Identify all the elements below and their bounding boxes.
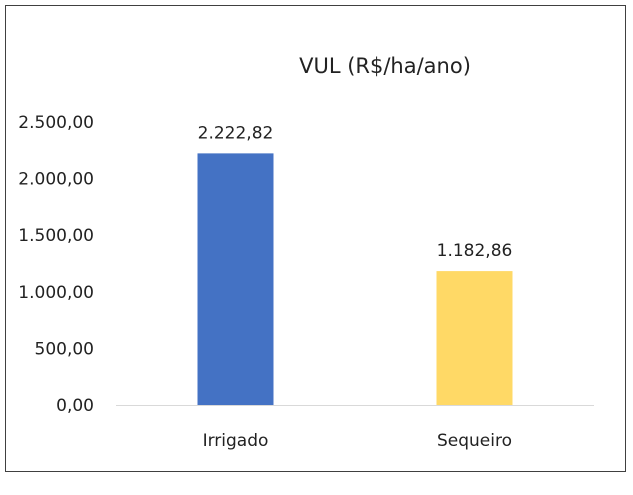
x-axis: Irrigado Sequeiro	[116, 405, 594, 451]
y-tick-label: 1.500,00	[18, 226, 94, 246]
category-label-irrigado: Irrigado	[203, 431, 269, 451]
y-tick-label: 2.500,00	[18, 113, 94, 133]
chart-title: VUL (R$/ha/ano)	[299, 54, 471, 78]
chart-frame	[5, 5, 626, 472]
y-tick-label: 500,00	[35, 339, 94, 359]
bar-irrigado	[197, 153, 274, 405]
y-tick-label: 2.000,00	[18, 170, 94, 190]
data-label-sequeiro: 1.182,86	[437, 241, 513, 261]
bar-sequeiro	[436, 271, 513, 405]
y-axis: 0,00 500,00 1.000,00 1.500,00 2.000,00 2.500,…	[18, 113, 94, 416]
data-label-irrigado: 2.222,82	[198, 123, 274, 143]
y-tick-label: 1.000,00	[18, 283, 94, 303]
y-tick-label: 0,00	[56, 396, 94, 416]
bars: 2.222,82 1.182,86	[197, 123, 513, 405]
category-label-sequeiro: Sequeiro	[437, 431, 512, 451]
